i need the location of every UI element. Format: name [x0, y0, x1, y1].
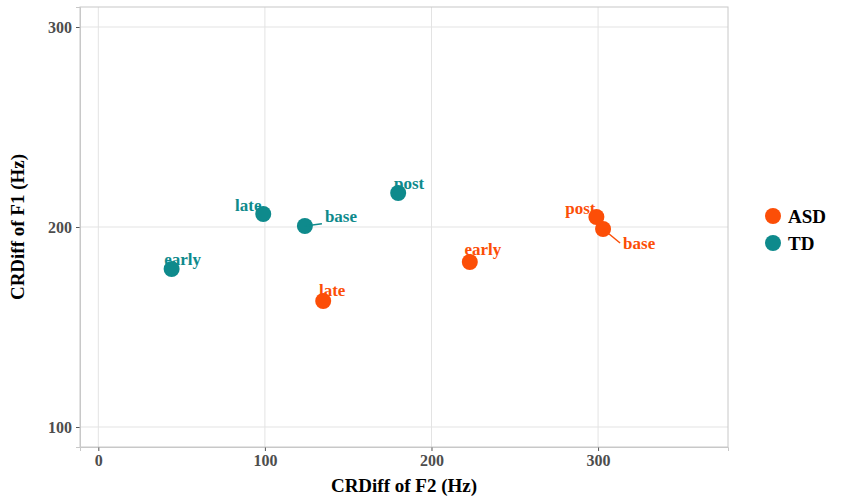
point-label: late [319, 281, 346, 300]
tick-label: 100 [48, 419, 72, 436]
point-label: early [464, 240, 501, 259]
tick: 0 [95, 447, 103, 469]
label-segment [305, 224, 322, 226]
y-axis: 100 200 300 [48, 8, 81, 448]
grid [80, 7, 728, 447]
point-label: post [394, 174, 425, 193]
plot-frame [80, 7, 728, 447]
tick: 100 [48, 419, 80, 436]
point-labels: base early late post base early late post [164, 174, 655, 300]
grid-line [80, 427, 728, 428]
x-axis: 0 100 200 300 [81, 447, 729, 469]
point-label: late [235, 196, 262, 215]
tick: 200 [420, 447, 444, 469]
tick-mark [76, 427, 80, 428]
point-label: base [623, 234, 656, 253]
tick-label: 200 [48, 219, 72, 236]
tick: 300 [48, 19, 80, 36]
tick-label: 0 [95, 452, 103, 469]
label-segment [603, 229, 620, 243]
tick-label: 200 [420, 452, 444, 469]
legend-key [765, 208, 781, 224]
legend-key [765, 235, 781, 251]
axis-line [81, 448, 729, 452]
tick-label: 300 [48, 19, 72, 36]
tick-mark [98, 447, 99, 451]
tick-mark [76, 27, 80, 28]
tick-mark [265, 447, 266, 451]
point-label: early [164, 250, 201, 269]
legend-label: TD [788, 233, 814, 254]
point-label: base [325, 207, 358, 226]
points [164, 185, 611, 309]
tick: 300 [587, 447, 611, 469]
tick-mark [76, 227, 80, 228]
tick-mark [598, 447, 599, 451]
tick: 200 [48, 219, 80, 236]
tick-mark [431, 447, 432, 451]
y-axis-title: CRDiff of F1 (Hz) [7, 154, 29, 300]
plot-background [80, 7, 728, 447]
legend-label: ASD [788, 206, 826, 227]
chart: 0 100 200 300 100 200 300 CRDiff of F2 (Hz) CRDi… [0, 0, 851, 504]
legend: ASD TD [765, 206, 826, 254]
grid-line [80, 227, 728, 228]
point-label: post [565, 199, 596, 218]
x-axis-title: CRDiff of F2 (Hz) [331, 475, 477, 497]
tick-label: 100 [253, 452, 277, 469]
tick-label: 300 [587, 452, 611, 469]
tick: 100 [253, 447, 277, 469]
grid-line [80, 27, 728, 28]
